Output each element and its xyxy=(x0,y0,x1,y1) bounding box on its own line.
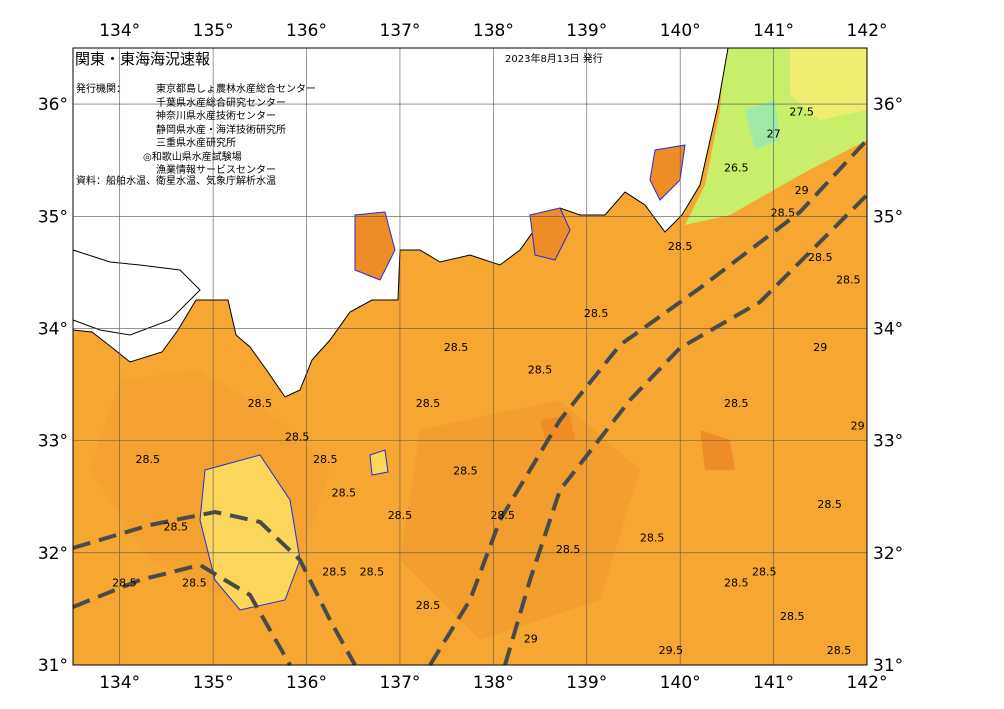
issuer: 神奈川県水産技術センター xyxy=(156,111,276,122)
contour-label: 28.5 xyxy=(584,307,609,320)
contour-label: 28.5 xyxy=(285,431,310,444)
yellow-green-patch xyxy=(790,48,867,120)
contour-label: 28.5 xyxy=(248,397,273,410)
contour-label: 28.5 xyxy=(836,274,861,287)
issuer: 東京都島しょ農林水産総合センター xyxy=(156,84,316,95)
latitude-tick-label: 31° xyxy=(873,656,903,676)
longitude-tick-label: 135° xyxy=(193,21,234,41)
longitude-tick-label: 137° xyxy=(379,673,420,693)
latitude-tick-label: 32° xyxy=(873,544,903,564)
issuer: 千葉県水産総合研究センター xyxy=(156,97,286,109)
longitude-tick-label: 140° xyxy=(660,673,701,693)
contour-label: 29.5 xyxy=(659,644,684,657)
issue-date: 2023年8月13日 発行 xyxy=(505,54,603,65)
contour-label: 28.5 xyxy=(164,520,189,533)
latitude-tick-label: 33° xyxy=(38,432,68,452)
longitude-tick-label: 134° xyxy=(99,673,140,693)
contour-label: 28.5 xyxy=(528,363,553,376)
suruga-bay xyxy=(529,207,571,261)
contour-label: 28.5 xyxy=(322,565,347,578)
contour-label: 28.5 xyxy=(135,453,160,466)
contour-label: 28.5 xyxy=(668,240,693,253)
yellow-patch xyxy=(369,449,389,476)
contour-label: 28.5 xyxy=(112,576,137,589)
longitude-tick-label: 136° xyxy=(286,21,327,41)
longitude-tick-label: 141° xyxy=(753,21,794,41)
issuers-label: 発行機関： xyxy=(76,84,126,95)
contour-label: 28.5 xyxy=(752,565,777,578)
contour-label: 28.5 xyxy=(416,397,441,410)
ise-bay xyxy=(354,211,396,281)
contour-label: 28.5 xyxy=(817,498,842,511)
issuer: 三重県水産研究所 xyxy=(156,138,236,149)
contour-label: 28.5 xyxy=(808,251,833,264)
contour-label: 28.5 xyxy=(388,509,413,522)
longitude-tick-label: 137° xyxy=(379,21,420,41)
longitude-tick-label: 140° xyxy=(660,21,701,41)
map-title: 関東・東海海況速報 xyxy=(75,50,211,68)
longitude-tick-label: 138° xyxy=(473,673,514,693)
kuroshio-current-line xyxy=(428,138,869,667)
issuer: ◎和歌山県水産試験場 xyxy=(143,151,242,163)
contour-label: 29 xyxy=(795,184,809,197)
longitude-tick-label: 134° xyxy=(99,21,140,41)
contour-label: 28.5 xyxy=(556,543,581,556)
latitude-tick-label: 32° xyxy=(38,544,68,564)
sea-shade xyxy=(400,400,640,640)
yellow-patch xyxy=(199,454,301,611)
contour-label: 28.5 xyxy=(332,487,357,500)
contour-label: 26.5 xyxy=(724,161,749,174)
longitude-tick-label: 139° xyxy=(566,21,607,41)
contour-label: 28.5 xyxy=(313,453,338,466)
issuers-list: 東京都島しょ農林水産総合センター 千葉県水産総合研究センター 神奈川県水産技術セ… xyxy=(143,83,316,178)
contour-label: 28.5 xyxy=(490,509,515,522)
contour-label: 28.5 xyxy=(453,464,478,477)
contour-label: 28.5 xyxy=(444,341,469,354)
longitude-tick-label: 135° xyxy=(193,673,234,693)
contour-label: 28.5 xyxy=(182,576,207,589)
contour-label: 28.5 xyxy=(724,576,749,589)
contour-label: 28.5 xyxy=(827,644,852,657)
contour-label: 28.5 xyxy=(416,599,441,612)
longitude-tick-label: 141° xyxy=(753,673,794,693)
cool-core xyxy=(745,100,780,150)
latitude-tick-label: 36° xyxy=(38,95,68,115)
latitude-tick-label: 34° xyxy=(873,319,903,339)
latitude-tick-label: 35° xyxy=(38,207,68,227)
contour-label: 29 xyxy=(851,419,865,432)
longitude-tick-label: 142° xyxy=(847,673,888,693)
map-frame xyxy=(72,47,868,666)
longitude-tick-label: 138° xyxy=(473,21,514,41)
data-source: 資料：船舶水温、衛星水温、気象庁解析水温 xyxy=(76,176,276,187)
latitude-tick-label: 36° xyxy=(873,95,903,115)
longitude-tick-label: 142° xyxy=(847,21,888,41)
contour-label: 27.5 xyxy=(789,105,814,118)
issuer: 静岡県水産・海洋技術研究所 xyxy=(156,124,286,136)
longitude-tick-label: 139° xyxy=(566,673,607,693)
contour-label: 28.5 xyxy=(780,610,805,623)
contour-label: 28.5 xyxy=(771,206,796,219)
contour-label: 28.5 xyxy=(724,397,749,410)
contour-label: 27 xyxy=(767,128,781,141)
latitude-tick-label: 31° xyxy=(38,656,68,676)
kuroshio-current-line xyxy=(72,562,292,666)
contour-label: 28.5 xyxy=(360,565,385,578)
latitude-tick-label: 35° xyxy=(873,207,903,227)
contour-label: 29 xyxy=(813,341,827,354)
kuroshio-current-line xyxy=(503,193,869,666)
land-honshu xyxy=(72,47,729,398)
contour-label: 29 xyxy=(524,633,538,646)
kuroshio-current-line xyxy=(72,509,357,666)
land-shikoku xyxy=(72,249,201,336)
issuer: 漁業情報サービスセンター xyxy=(156,165,276,176)
latitude-tick-label: 33° xyxy=(873,432,903,452)
longitude-tick-label: 136° xyxy=(286,673,327,693)
contour-label: 28.5 xyxy=(640,532,665,545)
latitude-tick-label: 34° xyxy=(38,319,68,339)
warm-patch xyxy=(700,430,735,470)
